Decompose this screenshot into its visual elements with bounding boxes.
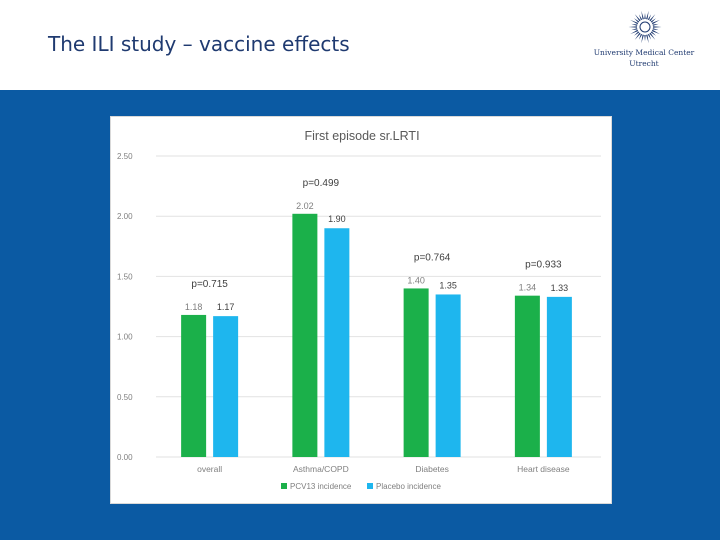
- logo-ray: [652, 23, 659, 26]
- x-tick-label: Asthma/COPD: [293, 464, 349, 474]
- bar-placebo: [213, 316, 239, 457]
- data-label: 1.40: [407, 275, 425, 285]
- x-tick-label: Diabetes: [415, 464, 449, 474]
- logo-ray: [646, 10, 649, 20]
- x-tick-label: overall: [197, 464, 222, 474]
- logo-ray: [650, 31, 656, 36]
- y-tick-label: 1.50: [117, 272, 133, 281]
- logo-ray: [649, 32, 656, 40]
- logo-ray: [651, 29, 660, 35]
- legend-swatch: [281, 483, 287, 489]
- legend-label: Placebo incidence: [376, 482, 441, 491]
- legend-swatch: [367, 483, 373, 489]
- logo-ray: [644, 13, 646, 20]
- data-label: 1.33: [551, 283, 569, 293]
- bar-placebo: [324, 228, 350, 457]
- bar-pcv13: [292, 213, 318, 457]
- y-tick-label: 0.50: [117, 393, 133, 402]
- data-label: 1.18: [185, 302, 203, 312]
- logo-ray: [649, 14, 656, 22]
- logo-ray: [634, 32, 641, 40]
- bar-placebo: [546, 296, 572, 457]
- logo-ray: [638, 14, 643, 21]
- logo-ray: [641, 10, 644, 20]
- p-value-annotation: p=0.933: [525, 260, 562, 271]
- slide-header: The ILI study – vaccine effects Universi…: [0, 0, 720, 90]
- logo-ray: [641, 34, 644, 44]
- logo-ray: [650, 18, 656, 23]
- chart-title: First episode sr.LRTI: [304, 129, 419, 143]
- logo-ray: [631, 23, 638, 26]
- bar-placebo: [435, 294, 461, 457]
- data-label: 1.90: [328, 214, 346, 224]
- logo-ray: [631, 28, 638, 31]
- logo-ray: [634, 31, 640, 36]
- legend-label: PCV13 incidence: [290, 482, 352, 491]
- logo-ray: [652, 26, 662, 28]
- logo-ray: [644, 34, 646, 41]
- bar-chart: First episode sr.LRTI 0.00 0.50 1.00 1.50 2.0…: [117, 129, 601, 491]
- umc-utrecht-logo: University Medical Center Utrecht: [592, 10, 696, 72]
- y-tick-label: 2.50: [117, 152, 133, 161]
- logo-ray: [630, 29, 639, 35]
- logo-ray: [630, 19, 639, 25]
- logo-text-line2: Utrecht: [629, 59, 659, 68]
- p-value-annotation: p=0.764: [414, 252, 451, 263]
- data-label: 1.35: [439, 280, 457, 290]
- logo-ray: [652, 28, 659, 31]
- logo-text-line1: University Medical Center: [593, 48, 695, 57]
- logo-ray: [647, 33, 652, 40]
- data-label: 1.17: [217, 302, 235, 312]
- x-tick-label: Heart disease: [517, 464, 570, 474]
- umc-sunburst-logo-icon: [628, 10, 662, 44]
- logo-ray: [634, 18, 640, 23]
- bar-pcv13: [181, 314, 207, 457]
- data-label: 1.34: [519, 283, 537, 293]
- logo-ray: [647, 14, 652, 21]
- p-value-annotation: p=0.715: [191, 279, 228, 290]
- bar-pcv13: [403, 288, 429, 457]
- y-tick-label: 0.00: [117, 453, 133, 462]
- y-tick-label: 2.00: [117, 212, 133, 221]
- bar-pcv13: [514, 295, 540, 457]
- chart-card: First episode sr.LRTI 0.00 0.50 1.00 1.50 2.0…: [110, 116, 612, 504]
- y-tick-label: 1.00: [117, 333, 133, 342]
- slide-title: The ILI study – vaccine effects: [48, 32, 350, 56]
- logo-ray: [628, 26, 638, 28]
- logo-ray: [638, 33, 643, 40]
- p-value-annotation: p=0.499: [303, 178, 340, 189]
- data-label: 2.02: [296, 201, 314, 211]
- logo-ray: [651, 19, 660, 25]
- logo-ray: [646, 34, 649, 44]
- logo-ray: [634, 14, 641, 22]
